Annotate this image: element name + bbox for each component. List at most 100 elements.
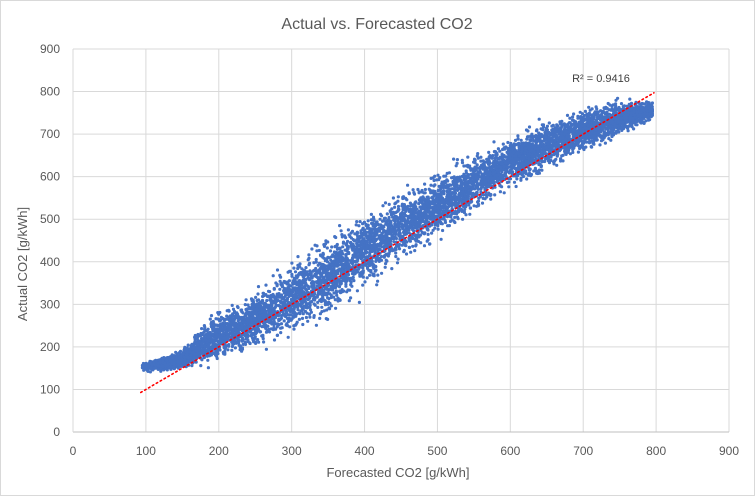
data-point <box>290 274 294 278</box>
data-point <box>347 299 351 303</box>
data-point <box>413 249 417 253</box>
data-point <box>394 254 398 259</box>
data-point <box>346 239 350 243</box>
data-point <box>280 284 284 288</box>
data-point <box>383 201 388 205</box>
data-point <box>582 147 586 152</box>
data-point <box>568 152 573 156</box>
data-point <box>442 189 446 193</box>
data-point <box>468 206 473 210</box>
data-point <box>455 161 459 165</box>
data-point <box>344 282 348 286</box>
data-point <box>293 270 298 274</box>
data-point <box>406 204 410 208</box>
data-point <box>351 242 355 246</box>
data-point <box>430 196 434 200</box>
data-point <box>438 176 442 180</box>
data-point <box>292 266 296 270</box>
data-point <box>493 177 497 181</box>
data-point <box>243 340 247 344</box>
data-point <box>529 172 534 177</box>
data-point <box>391 196 395 200</box>
data-point <box>196 334 200 338</box>
data-point <box>339 229 343 233</box>
data-point <box>515 157 520 161</box>
data-point <box>433 183 437 187</box>
data-point <box>507 185 511 189</box>
data-point <box>467 173 471 177</box>
data-point <box>614 98 618 102</box>
data-point <box>462 164 466 168</box>
data-point <box>328 249 333 253</box>
data-point <box>544 128 548 132</box>
data-point <box>397 247 402 251</box>
data-point <box>603 141 608 145</box>
data-point <box>301 322 305 327</box>
axes <box>72 49 729 433</box>
data-point <box>412 192 417 196</box>
data-point <box>190 364 194 368</box>
data-point <box>209 314 214 318</box>
data-point <box>236 305 240 310</box>
data-point <box>350 229 355 233</box>
data-point <box>346 228 350 232</box>
data-point <box>492 140 496 144</box>
data-point <box>437 184 441 188</box>
data-point <box>454 164 458 168</box>
data-point <box>304 315 308 320</box>
data-point <box>312 261 316 265</box>
data-point <box>264 347 268 351</box>
data-point <box>313 298 317 302</box>
data-point <box>338 224 342 228</box>
data-point <box>263 301 267 305</box>
data-point <box>476 200 480 204</box>
data-point <box>312 315 316 319</box>
data-point <box>333 298 337 302</box>
data-point <box>514 184 518 189</box>
data-point <box>186 343 190 347</box>
data-point <box>258 330 263 334</box>
data-point <box>453 189 457 193</box>
data-point <box>381 204 385 208</box>
data-point <box>472 204 476 208</box>
data-point <box>328 301 332 306</box>
data-point <box>279 326 283 330</box>
data-point <box>328 266 333 270</box>
data-point <box>387 215 391 220</box>
data-point <box>466 155 470 159</box>
data-point <box>347 251 351 256</box>
data-point <box>407 191 411 195</box>
data-point <box>411 188 415 192</box>
data-point <box>489 167 494 171</box>
data-point <box>230 344 234 349</box>
data-point <box>417 191 421 195</box>
data-point <box>525 177 529 181</box>
data-point <box>501 147 505 152</box>
data-point <box>285 311 289 315</box>
data-point <box>383 234 388 239</box>
data-point <box>349 236 353 240</box>
data-point <box>314 323 318 327</box>
data-point <box>392 240 396 244</box>
data-point <box>498 184 502 188</box>
data-point <box>233 346 237 350</box>
data-point <box>189 343 194 347</box>
data-point <box>357 224 361 228</box>
data-point <box>594 105 598 109</box>
data-point <box>535 171 539 175</box>
data-point <box>487 150 491 154</box>
data-point <box>282 319 286 323</box>
data-point <box>378 217 382 221</box>
data-point <box>252 327 256 331</box>
data-point <box>479 186 483 190</box>
data-point <box>226 348 230 352</box>
data-point <box>498 190 502 194</box>
data-point <box>446 179 450 183</box>
data-point <box>361 266 365 270</box>
data-point <box>457 201 461 205</box>
data-point <box>260 299 265 303</box>
data-point <box>609 138 613 142</box>
data-point <box>635 123 639 127</box>
data-point <box>404 252 409 256</box>
data-point <box>351 275 355 280</box>
